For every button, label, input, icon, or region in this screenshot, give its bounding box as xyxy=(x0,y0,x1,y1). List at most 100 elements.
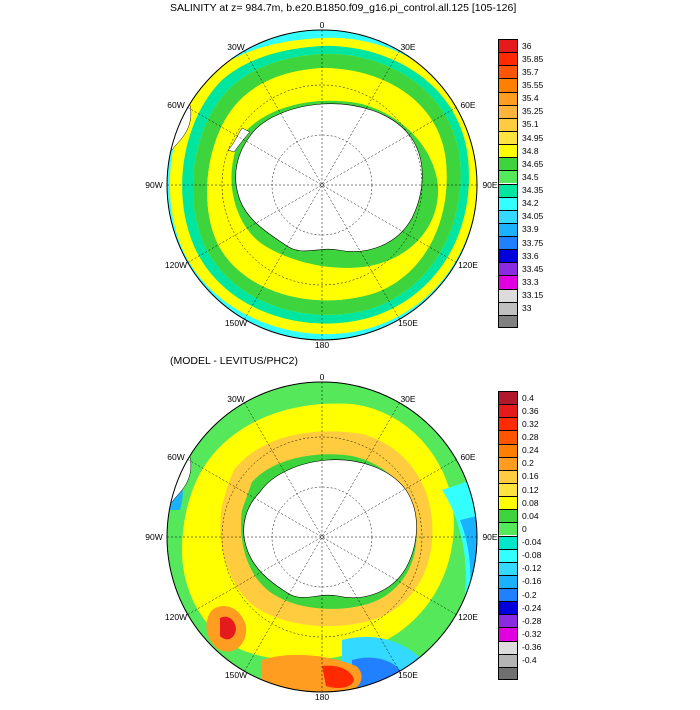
colorbar-label: -0.28 xyxy=(522,615,542,626)
colorbar-swatch xyxy=(498,482,518,497)
lon-label: 120E xyxy=(458,612,478,622)
colorbar-label: -0.16 xyxy=(522,576,542,587)
colorbar-label: 35.4 xyxy=(522,93,539,104)
lon-label: 60E xyxy=(460,452,475,462)
colorbar-swatch xyxy=(498,601,518,615)
lon-labels: 0 30E 60E 90E 120E 150E 180 150W 120W 90… xyxy=(145,20,498,350)
colorbar-label: 33.3 xyxy=(522,277,539,288)
lon-label: 150W xyxy=(225,670,247,680)
colorbar-label: 0.04 xyxy=(522,510,539,521)
colorbar-label: 0.24 xyxy=(522,445,539,456)
colorbar-swatch xyxy=(498,653,518,667)
colorbar-swatch xyxy=(498,78,518,92)
colorbar-swatch xyxy=(498,117,518,131)
colorbar-swatch xyxy=(498,588,518,602)
colorbar-swatch xyxy=(498,130,518,145)
lon-label: 150E xyxy=(398,670,418,680)
colorbar-label: 35.25 xyxy=(522,106,544,117)
graticule xyxy=(167,30,477,340)
colorbar-label: 36 xyxy=(522,40,532,51)
colorbar-label: 35.7 xyxy=(522,66,539,77)
lon-label: 30W xyxy=(227,394,244,404)
colorbar-label: 0.32 xyxy=(522,418,539,429)
colorbar-label: -0.2 xyxy=(522,589,537,600)
colorbar-swatch xyxy=(498,391,518,405)
colorbar-swatch xyxy=(498,417,518,431)
colorbar-label: 0 xyxy=(522,523,527,534)
colorbar-label: 0.12 xyxy=(522,484,539,495)
lon-label: 120W xyxy=(165,260,187,270)
colorbar-label: 34.05 xyxy=(522,211,544,222)
lon-label: 90E xyxy=(482,532,497,542)
colorbar-swatch xyxy=(498,183,518,197)
colorbar-swatch xyxy=(498,640,518,654)
colorbar-swatch xyxy=(498,548,518,562)
lon-label: 90E xyxy=(482,180,497,190)
colorbar-swatch xyxy=(498,404,518,418)
colorbar-label: -0.12 xyxy=(522,563,542,574)
colorbar-swatch xyxy=(498,157,518,171)
colorbar-swatch xyxy=(498,574,518,589)
colorbar-label: 0.08 xyxy=(522,497,539,508)
colorbar-label: 0.28 xyxy=(522,431,539,442)
colorbar-label: -0.08 xyxy=(522,550,542,561)
colorbar-label: -0.04 xyxy=(522,537,542,548)
lon-label: 90W xyxy=(145,532,162,542)
colorbar-label: 33.75 xyxy=(522,237,544,248)
colorbar-swatch xyxy=(498,314,518,328)
panel2-title: (MODEL - LEVITUS/PHC2) xyxy=(170,355,298,367)
colorbar-swatch xyxy=(498,196,518,210)
lon-label: 90W xyxy=(145,180,162,190)
colorbar-swatch xyxy=(498,144,518,158)
colorbar-swatch xyxy=(498,288,518,302)
colorbar-label: 35.1 xyxy=(522,119,539,130)
lon-label: 120W xyxy=(165,612,187,622)
colorbar-swatch xyxy=(498,65,518,79)
map-boundary xyxy=(166,29,478,341)
colorbar-swatch xyxy=(498,275,518,289)
colorbar-swatch xyxy=(498,666,518,680)
graticule xyxy=(167,382,477,692)
difference-polar-map: 0 30E 60E 90E 120E 150E 180 150W 120W 90… xyxy=(145,372,498,702)
lon-label: 0 xyxy=(320,372,325,382)
colorbar-swatch xyxy=(498,522,518,536)
colorbar-label: 34.5 xyxy=(522,171,539,182)
colorbar-swatch xyxy=(498,456,518,470)
colorbar-label: -0.32 xyxy=(522,629,542,640)
colorbar-swatch xyxy=(498,430,518,444)
colorbar-label: 0.36 xyxy=(522,405,539,416)
colorbar-swatch xyxy=(498,614,518,628)
lon-label: 120E xyxy=(458,260,478,270)
lon-label: 60W xyxy=(167,100,184,110)
colorbar-label: 33.6 xyxy=(522,250,539,261)
colorbar-label: 0.2 xyxy=(522,458,534,469)
colorbar-label: 33.45 xyxy=(522,263,544,274)
colorbar-swatch xyxy=(498,39,518,53)
colorbar-swatch xyxy=(498,170,518,184)
colorbar-swatch xyxy=(498,249,518,263)
colorbar-label: 33.9 xyxy=(522,224,539,235)
colorbar-swatch xyxy=(498,509,518,523)
colorbar-swatch xyxy=(498,496,518,510)
colorbar-label: 33 xyxy=(522,303,532,314)
lon-label: 60W xyxy=(167,452,184,462)
colorbar-label: 34.35 xyxy=(522,185,544,196)
colorbar-swatch xyxy=(498,443,518,457)
colorbar-swatch xyxy=(498,104,518,118)
salinity-polar-map: 0 30E 60E 90E 120E 150E 180 150W 120W 90… xyxy=(145,20,498,350)
colorbar-swatch xyxy=(498,469,518,483)
lon-label: 30E xyxy=(400,42,415,52)
colorbar-swatch xyxy=(498,262,518,276)
panel1-title: SALINITY at z= 984.7m, b.e20.B1850.f09_g… xyxy=(170,2,517,14)
colorbar-label: 35.85 xyxy=(522,53,544,64)
lon-label: 0 xyxy=(320,20,325,30)
colorbar-label: 0.16 xyxy=(522,471,539,482)
lon-label: 150W xyxy=(225,318,247,328)
colorbar-label: 34.65 xyxy=(522,158,544,169)
colorbar-label: 35.55 xyxy=(522,79,544,90)
colorbar-swatch xyxy=(498,561,518,575)
colorbar-swatch xyxy=(498,91,518,105)
colorbar-swatch xyxy=(498,209,518,223)
colorbar-label: -0.4 xyxy=(522,655,537,666)
lon-label: 180 xyxy=(315,692,329,702)
